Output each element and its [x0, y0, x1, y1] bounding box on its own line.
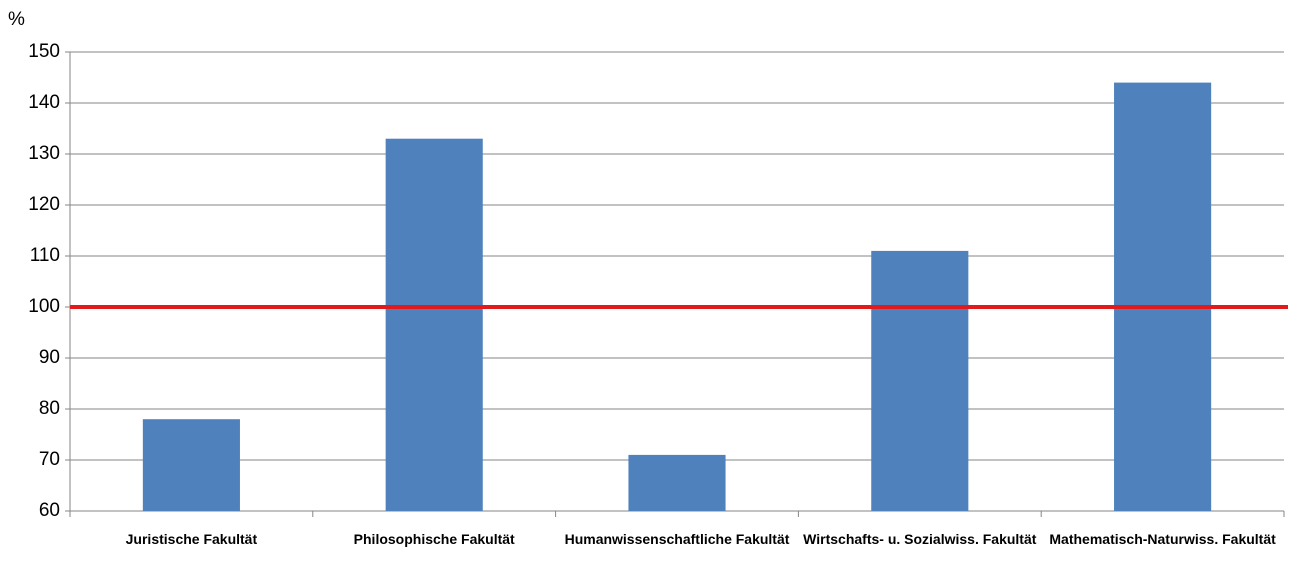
x-tick-label: Mathematisch-Naturwiss. Fakultät [1049, 531, 1276, 547]
y-tick-label: 120 [28, 194, 60, 215]
bar [385, 138, 483, 511]
y-axis-label: % [8, 9, 25, 30]
y-tick-label: 90 [39, 347, 60, 368]
bar [871, 250, 969, 511]
bar [142, 419, 240, 511]
y-tick-label: 70 [39, 449, 60, 470]
y-tick-label: 110 [30, 245, 60, 266]
y-tick-label: 140 [28, 92, 60, 113]
y-tick-label: 80 [39, 398, 60, 419]
y-tick-label: 60 [39, 500, 60, 521]
y-tick-label: 100 [28, 296, 60, 317]
bar [1114, 82, 1212, 511]
y-tick-label: 150 [28, 41, 60, 62]
x-tick-label: Wirtschafts- u. Sozialwiss. Fakultät [803, 531, 1037, 547]
bar [628, 454, 726, 511]
x-tick-label: Philosophische Fakultät [353, 531, 515, 547]
x-tick-label: Humanwissenschaftliche Fakultät [564, 531, 790, 547]
y-tick-label: 130 [28, 143, 60, 164]
x-tick-label: Juristische Fakultät [125, 531, 258, 547]
